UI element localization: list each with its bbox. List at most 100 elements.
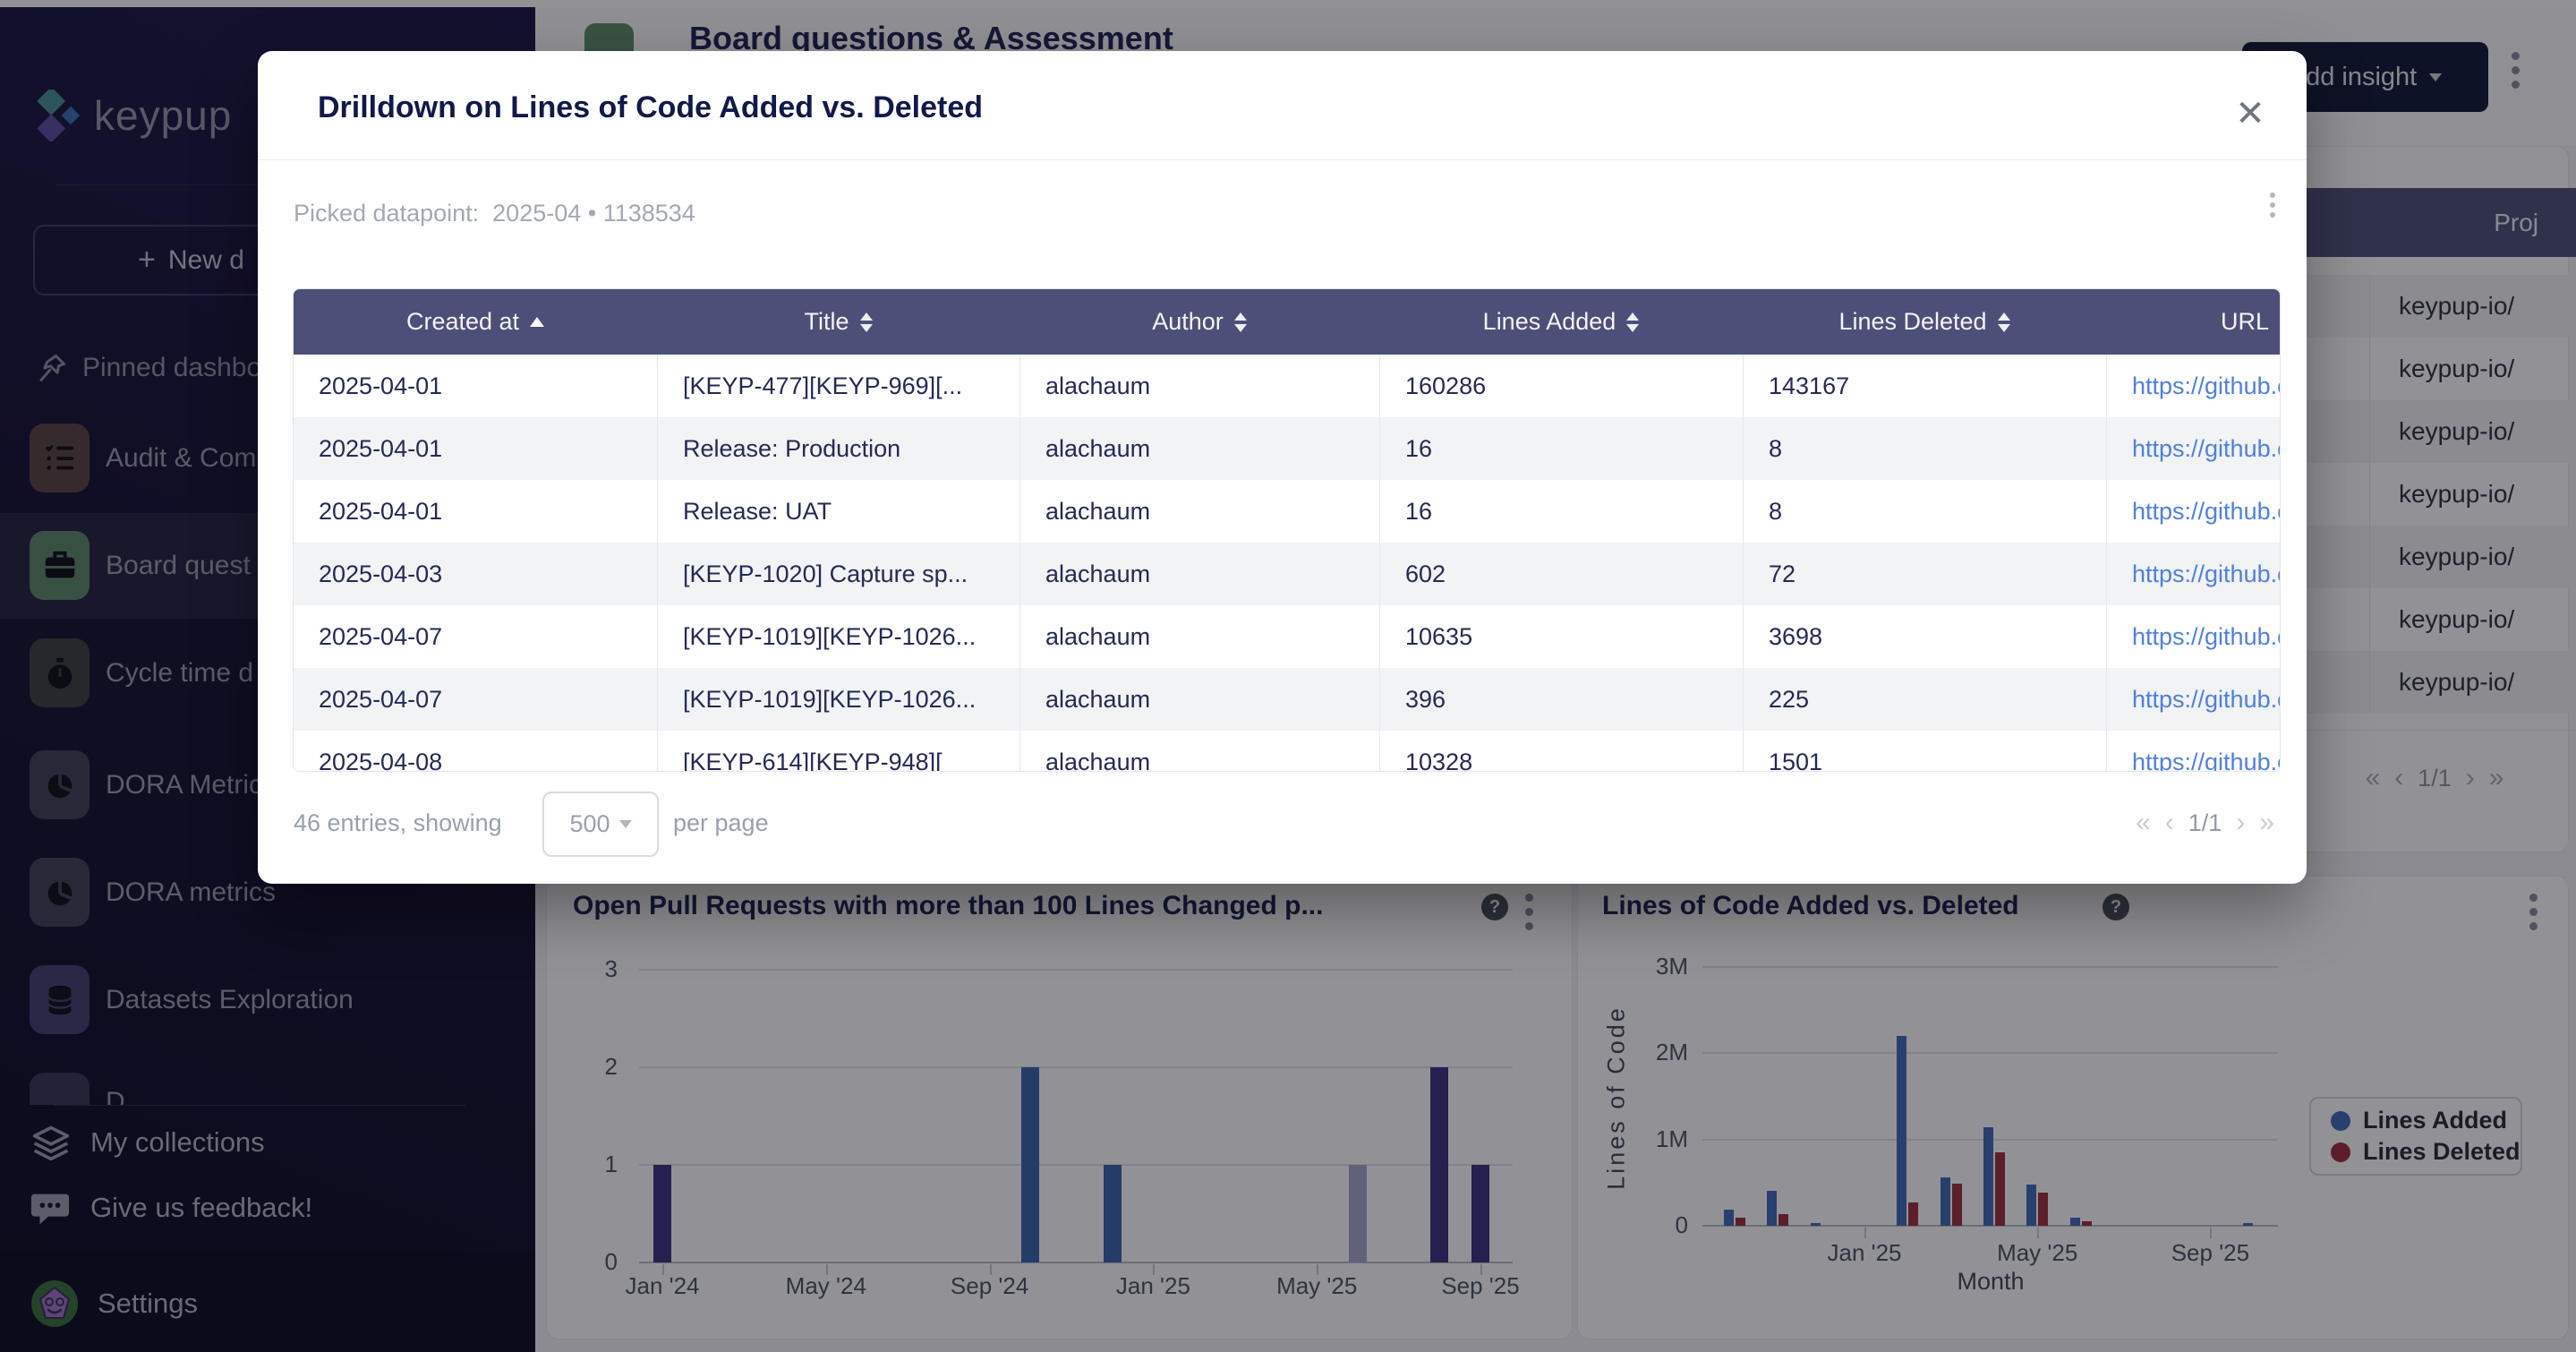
first-page-icon[interactable]: « [2136, 808, 2151, 837]
sidebar-item-settings[interactable]: Settings [31, 1280, 198, 1327]
bar-added-Oct-25[interactable] [2243, 1223, 2253, 1226]
sort-icon[interactable] [859, 312, 873, 332]
pinned-dashboards-header: Pinned dashbo [36, 352, 261, 384]
gridline [639, 1066, 1513, 1068]
sidebar-item-dora-metric[interactable]: DORA Metric [0, 750, 535, 819]
url-link[interactable]: https://github.c [2106, 417, 2280, 480]
bar-added-Nov-24[interactable] [1767, 1191, 1777, 1226]
last-page-icon[interactable]: » [2488, 763, 2504, 792]
y-tick-label: 0 [1675, 1211, 1688, 1238]
next-page-icon[interactable]: › [2465, 763, 2475, 792]
bar-added-Apr-25[interactable] [1983, 1127, 1993, 1226]
sort-icon[interactable] [1626, 312, 1640, 332]
sidebar-item-feedback[interactable]: Give us feedback! [30, 1187, 312, 1228]
sidebar-item-truncated[interactable]: D [0, 1073, 535, 1105]
axis-line [639, 1262, 1513, 1263]
table-cell: 2025-04-07 [319, 686, 443, 713]
bar-added-Mar-25[interactable] [1941, 1177, 1950, 1226]
prev-page-icon[interactable]: ‹ [2164, 808, 2174, 837]
bar-deleted-Nov-24[interactable] [1778, 1214, 1788, 1226]
last-page-icon[interactable]: » [2259, 808, 2274, 837]
bar-Aug-25[interactable] [1430, 1067, 1448, 1262]
column-header-title[interactable]: Title [657, 289, 1019, 355]
chart-kebab-icon-right[interactable] [2529, 894, 2538, 930]
table-row: 2025-04-07 [KEYP-1019][KEYP-1026... alacha… [294, 605, 2280, 668]
close-icon[interactable]: ✕ [2235, 94, 2265, 133]
sidebar-item-my-collections[interactable]: My collections [31, 1123, 265, 1162]
tick-mark [1317, 1264, 1319, 1275]
prev-page-icon[interactable]: ‹ [2394, 763, 2404, 792]
sort-icon[interactable] [1233, 312, 1247, 332]
settings-section [0, 1252, 535, 1352]
bar-deleted-Feb-25[interactable] [1908, 1202, 1918, 1226]
sidebar-item-dora-metrics[interactable]: DORA metrics [0, 858, 535, 927]
url-link[interactable]: https://github.c [2106, 480, 2280, 543]
sidebar-item-board-quest[interactable]: Board quest [0, 531, 535, 600]
tick-mark [825, 1264, 828, 1275]
bar-added-Oct-24[interactable] [1724, 1210, 1734, 1226]
bar-deleted-Jun-25[interactable] [2082, 1221, 2092, 1226]
layers-icon [32, 1125, 70, 1161]
add-insight-label: Add insight [2288, 62, 2418, 91]
bar-added-Feb-25[interactable] [1897, 1036, 1906, 1226]
table-cell: alachaum [1019, 668, 1379, 731]
help-icon[interactable]: ? [2103, 894, 2129, 920]
x-tick-label: May '25 [1276, 1272, 1358, 1299]
project-pagination[interactable]: « ‹ 1/1 › » [2327, 763, 2542, 793]
bar-Jan-24[interactable] [653, 1165, 671, 1262]
column-header-lines-deleted[interactable]: Lines Deleted [1743, 289, 2106, 355]
tick-mark [2210, 1228, 2213, 1238]
tick-mark [2037, 1228, 2040, 1238]
sort-down [1997, 323, 2010, 332]
sort-asc-icon[interactable] [530, 317, 545, 327]
legend-label: Lines Added [2363, 1107, 2508, 1134]
bar-Sep-25[interactable] [1471, 1165, 1489, 1262]
brand-logo[interactable]: keypup [30, 90, 232, 141]
table-bottom-border [2291, 730, 2576, 731]
column-header-label: Author [1152, 308, 1224, 335]
bar-deleted-Apr-25[interactable] [1995, 1152, 2005, 1226]
y-tick-label: 0 [604, 1248, 618, 1275]
url-link[interactable]: https://github.c [2106, 731, 2280, 771]
bar-Jun-25[interactable] [1349, 1165, 1367, 1262]
bar-deleted-May-25[interactable] [2038, 1193, 2048, 1226]
column-header-label: Lines Deleted [1838, 308, 1987, 335]
column-header-created-at[interactable]: Created at [294, 289, 657, 355]
bar-deleted-Oct-24[interactable] [1736, 1218, 1745, 1226]
table-cell: 2025-04-01 [319, 435, 443, 462]
project-column-header[interactable]: Proj [2291, 188, 2576, 257]
table-cell: 160286 [1379, 355, 1743, 417]
column-header-url[interactable]: URL [2106, 289, 2280, 355]
table-cell: 2025-04-01 [319, 372, 443, 399]
bar-Dec-24[interactable] [1104, 1165, 1122, 1262]
url-link[interactable]: https://github.c [2106, 355, 2280, 417]
tick-mark [989, 1264, 992, 1275]
bar-deleted-Mar-25[interactable] [1952, 1184, 1962, 1226]
per-page-select[interactable]: 500 [542, 792, 659, 857]
url-link[interactable]: https://github.c [2106, 668, 2280, 731]
bar-added-May-25[interactable] [2026, 1185, 2036, 1226]
sidebar-item-datasets-exploration[interactable]: Datasets Exploration [0, 965, 535, 1034]
next-page-icon[interactable]: › [2236, 808, 2246, 837]
bar-added-Dec-24[interactable] [1811, 1223, 1821, 1226]
table-cell: alachaum [1019, 355, 1379, 417]
chart-kebab-icon-left[interactable] [1525, 894, 1533, 930]
table-kebab-icon[interactable] [2270, 193, 2275, 218]
help-icon[interactable]: ? [1481, 894, 1508, 920]
sort-icon[interactable] [1997, 312, 2010, 332]
keypup-logo-icon [37, 90, 81, 141]
checklist-icon [30, 424, 90, 492]
chart-title-right: Lines of Code Added vs. Deleted [1602, 891, 2019, 920]
table-cell: Release: Production [657, 417, 1019, 480]
column-header-lines-added[interactable]: Lines Added [1379, 289, 1743, 355]
sidebar-item-cycle-time-d[interactable]: Cycle time d [0, 638, 535, 707]
bar-Oct-24[interactable] [1021, 1067, 1039, 1262]
page-kebab-menu-icon[interactable] [2512, 52, 2520, 89]
bar-added-Jun-25[interactable] [2070, 1218, 2080, 1226]
sidebar-item-audit-com[interactable]: Audit & Com [0, 424, 535, 492]
column-header-author[interactable]: Author [1019, 289, 1379, 355]
url-link[interactable]: https://github.c [2106, 543, 2280, 605]
first-page-icon[interactable]: « [2365, 763, 2381, 792]
url-link[interactable]: https://github.c [2106, 605, 2280, 668]
